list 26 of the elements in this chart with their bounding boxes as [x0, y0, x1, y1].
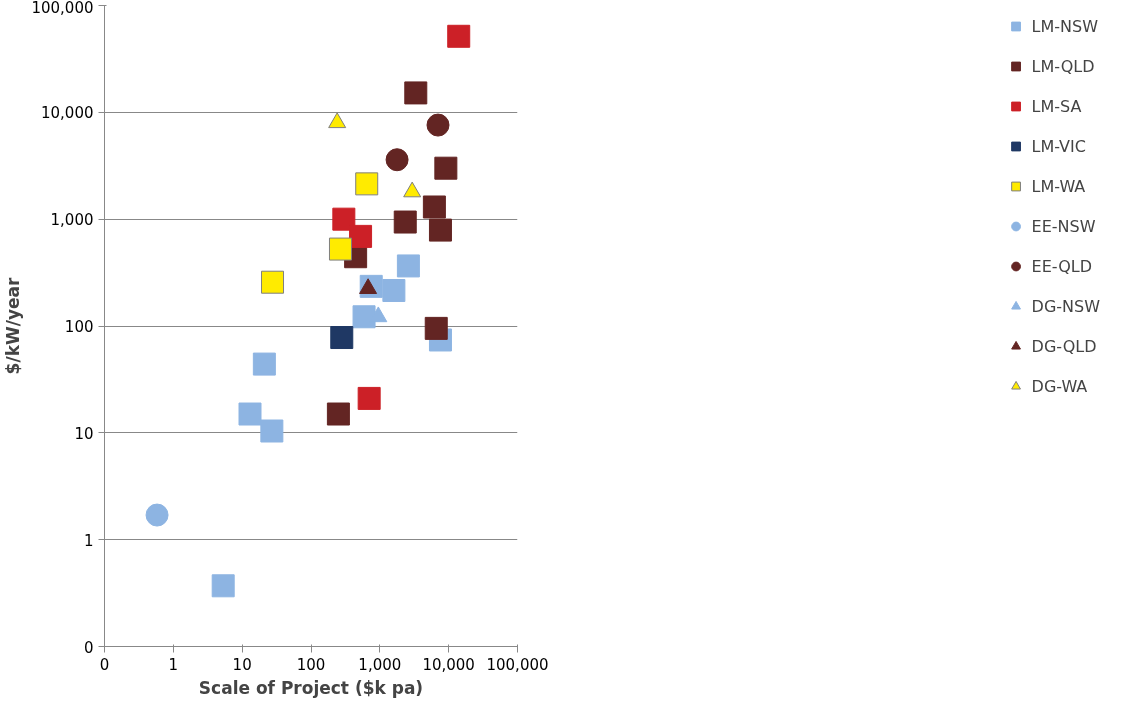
x-tick-label: 0: [99, 655, 110, 674]
x-tick-label: 10,000: [422, 655, 475, 674]
legend-label: LM-QLD: [1031, 56, 1095, 76]
legend-label: DG-QLD: [1031, 336, 1097, 356]
y-axis-title: $/kW/year: [3, 277, 24, 375]
x-tick-label: 10: [232, 655, 252, 674]
y-tick-label: 10: [74, 424, 94, 443]
legend-label: EE-NSW: [1031, 216, 1096, 236]
x-tick-label: 100,000: [486, 655, 549, 674]
legend-label: EE-QLD: [1031, 256, 1092, 276]
x-tick-label: 100: [296, 655, 326, 674]
x-tick-label: 1,000: [358, 655, 402, 674]
legend-label: DG-NSW: [1031, 296, 1100, 316]
y-tick-label: 100: [64, 318, 94, 336]
legend-label: LM-SA: [1031, 96, 1082, 116]
legend-label: LM-NSW: [1031, 16, 1098, 36]
legend-label: DG-WA: [1031, 376, 1088, 396]
y-tick-label: 1: [83, 531, 94, 550]
legend-label: LM-WA: [1031, 176, 1086, 196]
y-tick-label: 0: [83, 638, 94, 657]
legend-label: LM-VIC: [1031, 136, 1086, 156]
y-tick-label: 1,000: [50, 211, 94, 230]
y-tick-label: 10,000: [41, 104, 94, 123]
y-tick-label: 100,000: [31, 0, 94, 17]
x-tick-label: 1: [168, 655, 179, 674]
x-axis-title: Scale of Project ($k pa): [198, 677, 424, 698]
